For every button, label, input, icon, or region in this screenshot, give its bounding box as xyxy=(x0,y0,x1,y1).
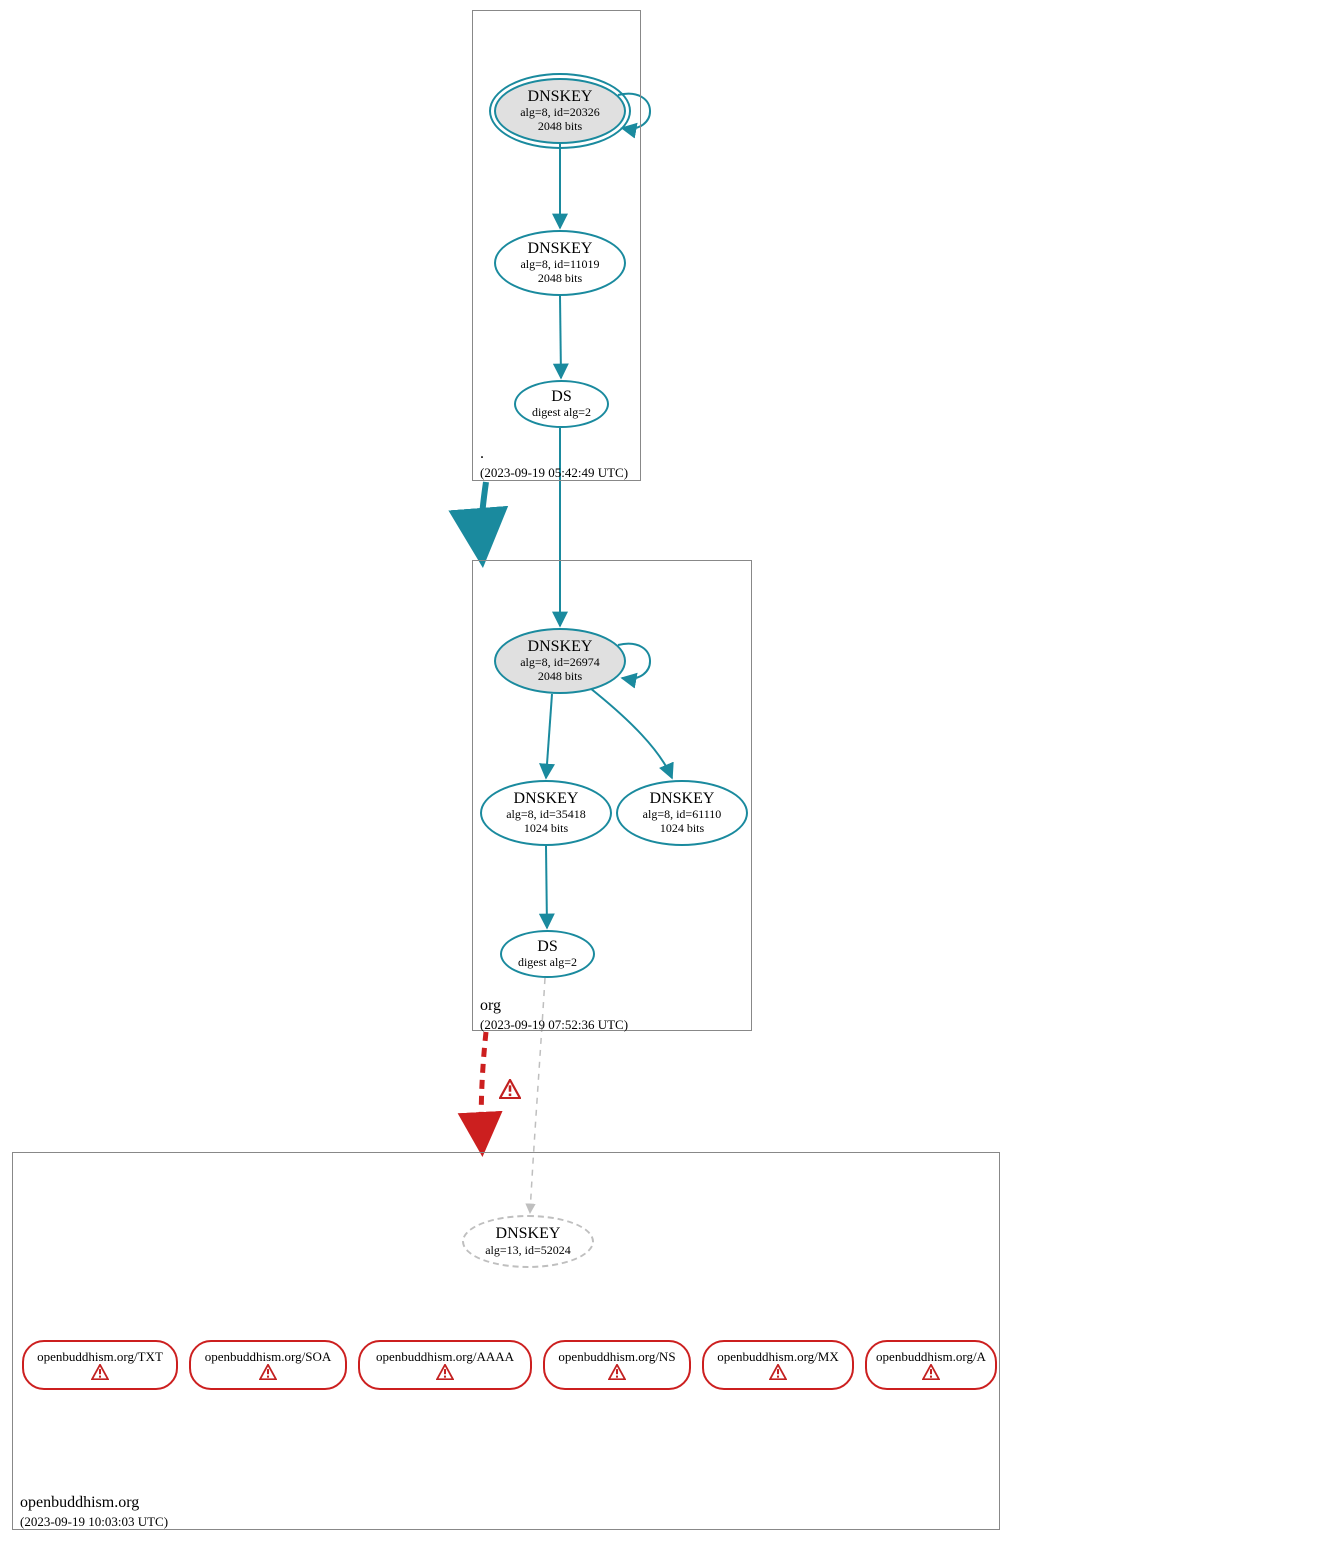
root-dnskey-1-line2: alg=8, id=20326 xyxy=(520,106,600,120)
record-label: openbuddhism.org/TXT xyxy=(37,1350,163,1365)
zone-domain-timestamp: (2023-09-19 10:03:03 UTC) xyxy=(20,1514,168,1531)
warning-icon xyxy=(436,1364,454,1380)
record-label: openbuddhism.org/SOA xyxy=(205,1350,332,1365)
record-label: openbuddhism.org/NS xyxy=(558,1350,675,1365)
root-dnskey-2-line2: alg=8, id=11019 xyxy=(520,258,599,272)
org-dnskey-2: DNSKEY alg=8, id=35418 1024 bits xyxy=(480,780,612,846)
org-dnskey-1-line2: alg=8, id=26974 xyxy=(520,656,600,670)
org-ds-title: DS xyxy=(537,938,557,956)
zone-root-name: . xyxy=(480,444,628,465)
org-dnskey-3: DNSKEY alg=8, id=61110 1024 bits xyxy=(616,780,748,846)
org-dnskey-3-line3: 1024 bits xyxy=(660,822,704,836)
zone-root-label: . (2023-09-19 05:42:49 UTC) xyxy=(480,444,628,482)
org-dnskey-1-title: DNSKEY xyxy=(528,638,593,656)
record-pill: openbuddhism.org/TXT xyxy=(22,1340,178,1390)
zone-domain-name: openbuddhism.org xyxy=(20,1493,168,1514)
warning-icon xyxy=(259,1364,277,1380)
root-ds-title: DS xyxy=(551,388,571,406)
domain-dnskey-broken-title: DNSKEY xyxy=(496,1225,561,1243)
record-label: openbuddhism.org/AAAA xyxy=(376,1350,514,1365)
record-pill: openbuddhism.org/AAAA xyxy=(358,1340,532,1390)
root-dnskey-1-title: DNSKEY xyxy=(528,88,593,106)
warning-icon xyxy=(91,1364,109,1380)
warning-icon xyxy=(499,1079,521,1099)
root-ds-line2: digest alg=2 xyxy=(532,406,591,420)
zone-org-timestamp: (2023-09-19 07:52:36 UTC) xyxy=(480,1017,628,1034)
record-pill: openbuddhism.org/MX xyxy=(702,1340,854,1390)
org-dnskey-2-title: DNSKEY xyxy=(514,790,579,808)
root-dnskey-1: DNSKEY alg=8, id=20326 2048 bits xyxy=(494,78,626,144)
record-pill: openbuddhism.org/SOA xyxy=(189,1340,347,1390)
domain-dnskey-broken-line2: alg=13, id=52024 xyxy=(485,1244,571,1258)
root-dnskey-2-line3: 2048 bits xyxy=(538,272,582,286)
org-dnskey-3-title: DNSKEY xyxy=(650,790,715,808)
org-dnskey-2-line2: alg=8, id=35418 xyxy=(506,808,586,822)
warning-icon xyxy=(608,1364,626,1380)
zone-root-timestamp: (2023-09-19 05:42:49 UTC) xyxy=(480,465,628,482)
org-ds-line2: digest alg=2 xyxy=(518,956,577,970)
root-dnskey-2: DNSKEY alg=8, id=11019 2048 bits xyxy=(494,230,626,296)
edge-orgzone-domainzone xyxy=(481,1032,486,1148)
zone-org-name: org xyxy=(480,996,628,1017)
warning-icon xyxy=(769,1364,787,1380)
zone-domain-label: openbuddhism.org (2023-09-19 10:03:03 UT… xyxy=(20,1493,168,1531)
root-ds: DS digest alg=2 xyxy=(514,380,609,428)
diagram-container: . (2023-09-19 05:42:49 UTC) DNSKEY alg=8… xyxy=(0,0,1331,1543)
org-dnskey-3-line2: alg=8, id=61110 xyxy=(643,808,722,822)
record-pill: openbuddhism.org/A xyxy=(865,1340,997,1390)
edge-rootzone-orgzone xyxy=(481,482,486,556)
org-dnskey-2-line3: 1024 bits xyxy=(524,822,568,836)
root-dnskey-1-line3: 2048 bits xyxy=(538,120,582,134)
org-dnskey-1: DNSKEY alg=8, id=26974 2048 bits xyxy=(494,628,626,694)
record-pill: openbuddhism.org/NS xyxy=(543,1340,691,1390)
zone-org-label: org (2023-09-19 07:52:36 UTC) xyxy=(480,996,628,1034)
root-dnskey-2-title: DNSKEY xyxy=(528,240,593,258)
record-label: openbuddhism.org/MX xyxy=(717,1350,838,1365)
org-dnskey-1-line3: 2048 bits xyxy=(538,670,582,684)
record-label: openbuddhism.org/A xyxy=(876,1350,986,1365)
domain-dnskey-broken: DNSKEY alg=13, id=52024 xyxy=(462,1215,594,1268)
warning-icon xyxy=(922,1364,940,1380)
org-ds: DS digest alg=2 xyxy=(500,930,595,978)
